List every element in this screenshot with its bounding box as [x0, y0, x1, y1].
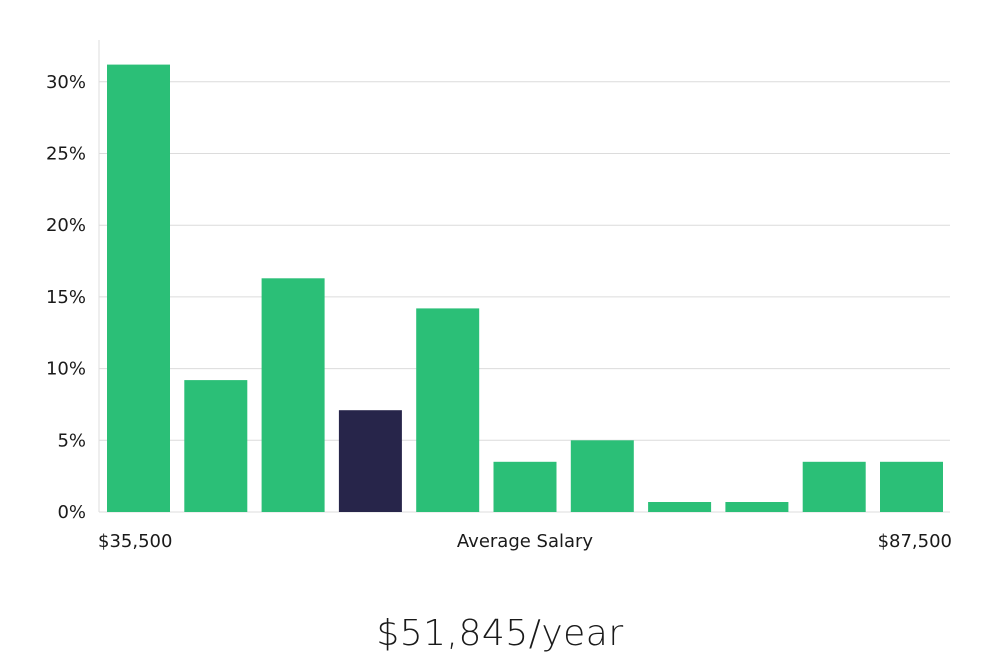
x-range-end-label: $87,500 [878, 531, 952, 552]
y-tick-label: 25% [46, 144, 86, 165]
bar [648, 502, 712, 512]
y-axis-ticks: 0% 5% 10% 15% 20% 25% 30% [46, 72, 86, 523]
bar [261, 278, 325, 512]
x-axis-title: Average Salary [457, 531, 594, 552]
y-tick-label: 5% [57, 430, 86, 451]
bar-highlighted [338, 410, 402, 512]
average-salary-value: $51,845/year [376, 613, 624, 654]
bar [184, 380, 248, 512]
y-tick-label: 10% [46, 359, 86, 380]
bar [725, 502, 789, 512]
bar [416, 308, 480, 512]
bar [880, 461, 943, 512]
x-range-start-label: $35,500 [98, 531, 172, 552]
bar [107, 64, 170, 512]
bar [570, 440, 634, 512]
bar [802, 461, 866, 512]
y-tick-label: 30% [46, 72, 86, 93]
y-tick-label: 15% [46, 287, 86, 308]
bar [493, 461, 557, 512]
salary-histogram: 0% 5% 10% 15% 20% 25% 30% $35,500 Average Sala… [46, 40, 952, 552]
y-tick-label: 20% [46, 215, 86, 236]
bars [107, 64, 943, 512]
y-tick-label: 0% [57, 502, 86, 523]
